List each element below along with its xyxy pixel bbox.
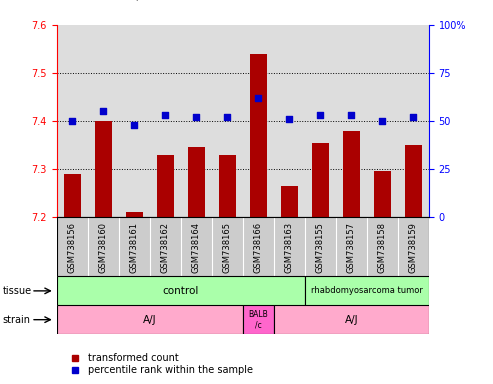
Point: [99, 108, 107, 114]
Bar: [374, 171, 391, 217]
Text: rhabdomyosarcoma tumor: rhabdomyosarcoma tumor: [311, 286, 423, 295]
Text: GSM738164: GSM738164: [192, 222, 201, 273]
Bar: [126, 212, 143, 217]
Point: [223, 114, 231, 120]
Point: [410, 114, 418, 120]
Text: GSM738158: GSM738158: [378, 222, 387, 273]
Text: GSM738165: GSM738165: [223, 222, 232, 273]
Bar: [95, 121, 112, 217]
Point: [348, 112, 355, 118]
Bar: [219, 154, 236, 217]
Point: [161, 112, 169, 118]
Text: GSM738163: GSM738163: [285, 222, 294, 273]
Bar: [405, 145, 422, 217]
Text: GSM738155: GSM738155: [316, 222, 325, 273]
Bar: [157, 154, 174, 217]
Text: GSM738156: GSM738156: [68, 222, 77, 273]
Text: control: control: [163, 286, 199, 296]
Bar: [305, 276, 429, 305]
Bar: [57, 276, 305, 305]
Text: GSM738161: GSM738161: [130, 222, 139, 273]
Bar: [243, 305, 274, 334]
Text: GSM738162: GSM738162: [161, 222, 170, 273]
Text: GSM738160: GSM738160: [99, 222, 108, 273]
Text: GSM738166: GSM738166: [254, 222, 263, 273]
Point: [130, 122, 138, 128]
Text: A/J: A/J: [143, 314, 157, 325]
Point: [285, 116, 293, 122]
Text: GSM738157: GSM738157: [347, 222, 356, 273]
Point: [68, 118, 76, 124]
Text: A/J: A/J: [345, 314, 358, 325]
Bar: [343, 131, 360, 217]
Bar: [274, 305, 429, 334]
Text: tissue: tissue: [2, 286, 32, 296]
Point: [379, 118, 387, 124]
Bar: [281, 186, 298, 217]
Point: [254, 95, 262, 101]
Point: [192, 114, 200, 120]
Bar: [250, 54, 267, 217]
Bar: [64, 174, 81, 217]
Text: GSM738159: GSM738159: [409, 222, 418, 273]
Text: GDS5527 / 102450551: GDS5527 / 102450551: [67, 0, 224, 2]
Legend: transformed count, percentile rank within the sample: transformed count, percentile rank withi…: [62, 349, 257, 379]
Bar: [312, 142, 329, 217]
Text: strain: strain: [2, 314, 31, 325]
Text: BALB
/c: BALB /c: [248, 310, 268, 329]
Bar: [57, 305, 243, 334]
Point: [317, 112, 324, 118]
Bar: [188, 147, 205, 217]
